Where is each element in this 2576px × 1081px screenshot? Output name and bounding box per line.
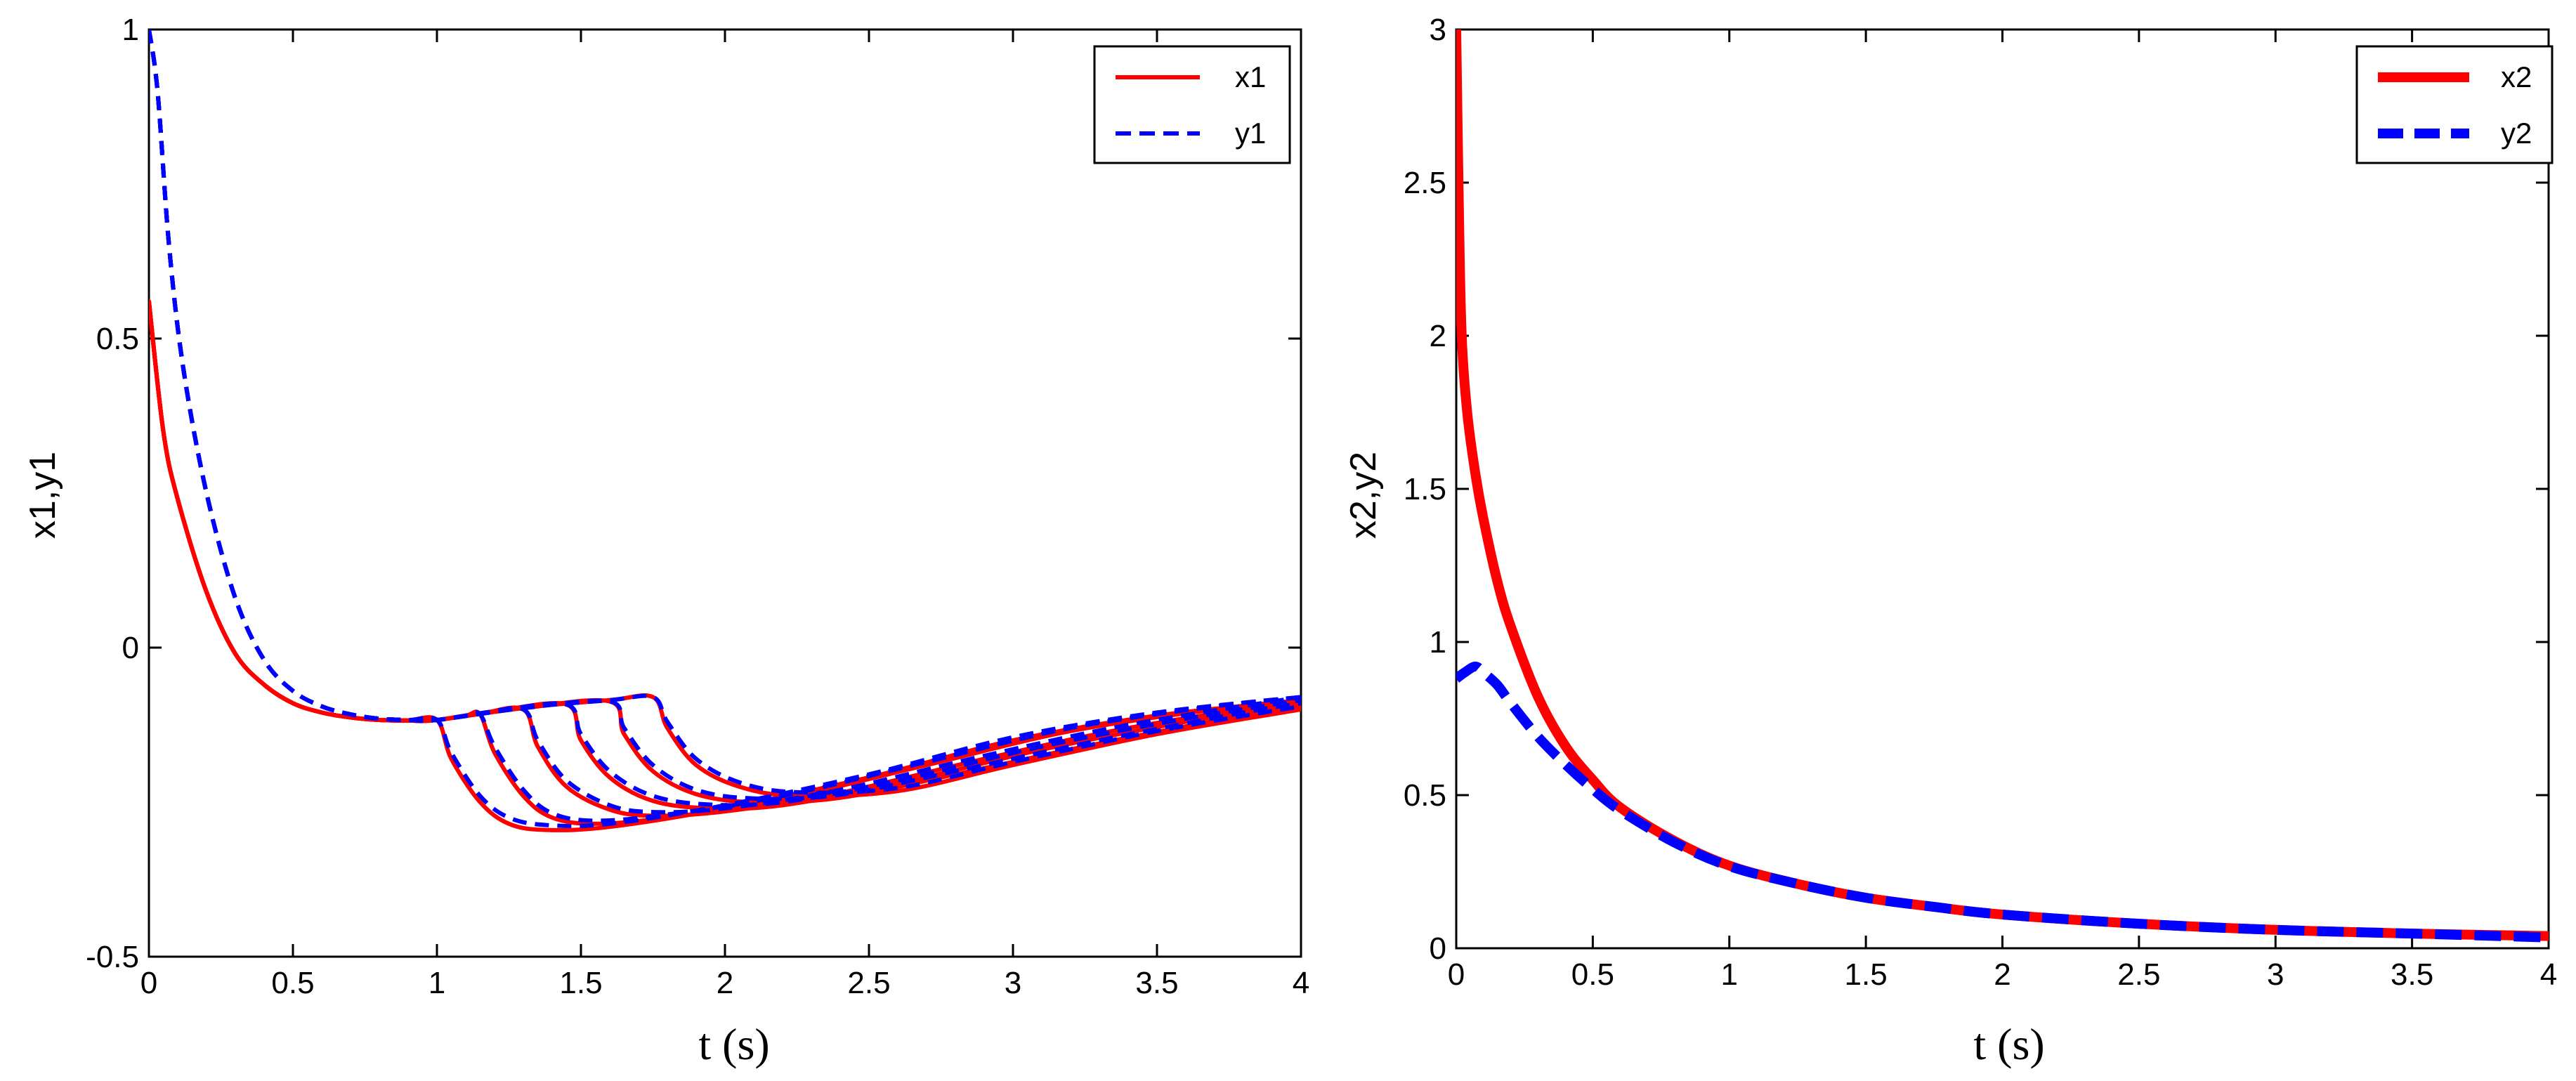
x-tick-label: 2.5 (2117, 957, 2160, 992)
y-axis-label: x2,y2 (1343, 452, 1384, 539)
y-tick-label: 0 (1430, 931, 1446, 966)
x-tick-label: 0 (140, 966, 157, 1000)
y-tick-label: 3 (1430, 13, 1446, 47)
x-tick-label: 1.5 (1845, 957, 1888, 992)
y-tick-label: 1 (1430, 625, 1446, 660)
x-tick-label: 3 (1005, 966, 1021, 1000)
legend-box (2355, 45, 2554, 164)
legend-label-y1: y1 (1235, 117, 1266, 150)
legend: x2 y2 (2355, 45, 2554, 164)
legend-label-y2: y2 (2501, 117, 2532, 150)
x-tick-label: 3.5 (1135, 966, 1178, 1000)
legend-label-x1: x1 (1235, 60, 1266, 93)
x-tick-label: 0.5 (271, 966, 314, 1000)
x-tick-label: 2.5 (847, 966, 890, 1000)
x-tick-label: 1.5 (559, 966, 602, 1000)
y-tick-label: 0.5 (1404, 778, 1446, 813)
y-tick-label: 0.5 (96, 322, 139, 356)
y-tick-label: 2 (1430, 319, 1446, 353)
plot-frame (148, 28, 1302, 958)
x-axis-label: t (s) (698, 1019, 769, 1069)
x-tick-label: 3.5 (2391, 957, 2433, 992)
x-axis-label: t (s) (1973, 1019, 2044, 1069)
x-tick-label: 2 (717, 966, 733, 1000)
y-tick-label: 1 (122, 13, 139, 47)
y-tick-label: 1.5 (1404, 472, 1446, 506)
axes: 0 0.5 1 1.5 2 2.5 3 3.5 4 0 0.5 1 1.5 2 2.5 3 (1404, 13, 2557, 992)
x-tick-label: 0.5 (1571, 957, 1614, 992)
series-y2-line (1456, 661, 2549, 943)
series-x2-line (1456, 30, 2549, 941)
panel-x2-y2: x2,y2 t (s) 0 0.5 1 1.5 2 2.5 3 3.5 4 0 0.5 1 1.5 2 2.… (1343, 13, 2557, 1069)
x-tick-label: 3 (2267, 957, 2284, 992)
plot-lines (149, 30, 1301, 832)
y-tick-label: -0.5 (86, 940, 139, 974)
legend-box (1093, 45, 1291, 164)
x-tick-label: 1 (1721, 957, 1738, 992)
plot-frame (1455, 28, 2550, 950)
plot-lines (1456, 30, 2549, 943)
x-tick-label: 4 (1293, 966, 1309, 1000)
legend-label-x2: x2 (2501, 60, 2532, 93)
x-tick-label: 0 (1448, 957, 1465, 992)
panel-x1-y1: x1,y1 t (s) 0 0.5 1 1.5 2 2.5 3 3.5 4-0.500.51 x… (22, 13, 1309, 1069)
y-tick-label: 2.5 (1404, 166, 1446, 200)
series-y1-line (149, 30, 1301, 795)
y-tick-label: 0 (122, 631, 139, 665)
x-tick-label: 1 (429, 966, 445, 1000)
y-axis-label: x1,y1 (22, 452, 63, 539)
legend: x1 y1 (1093, 45, 1291, 164)
x-tick-label: 4 (2540, 957, 2557, 992)
x-tick-label: 2 (1994, 957, 2011, 992)
